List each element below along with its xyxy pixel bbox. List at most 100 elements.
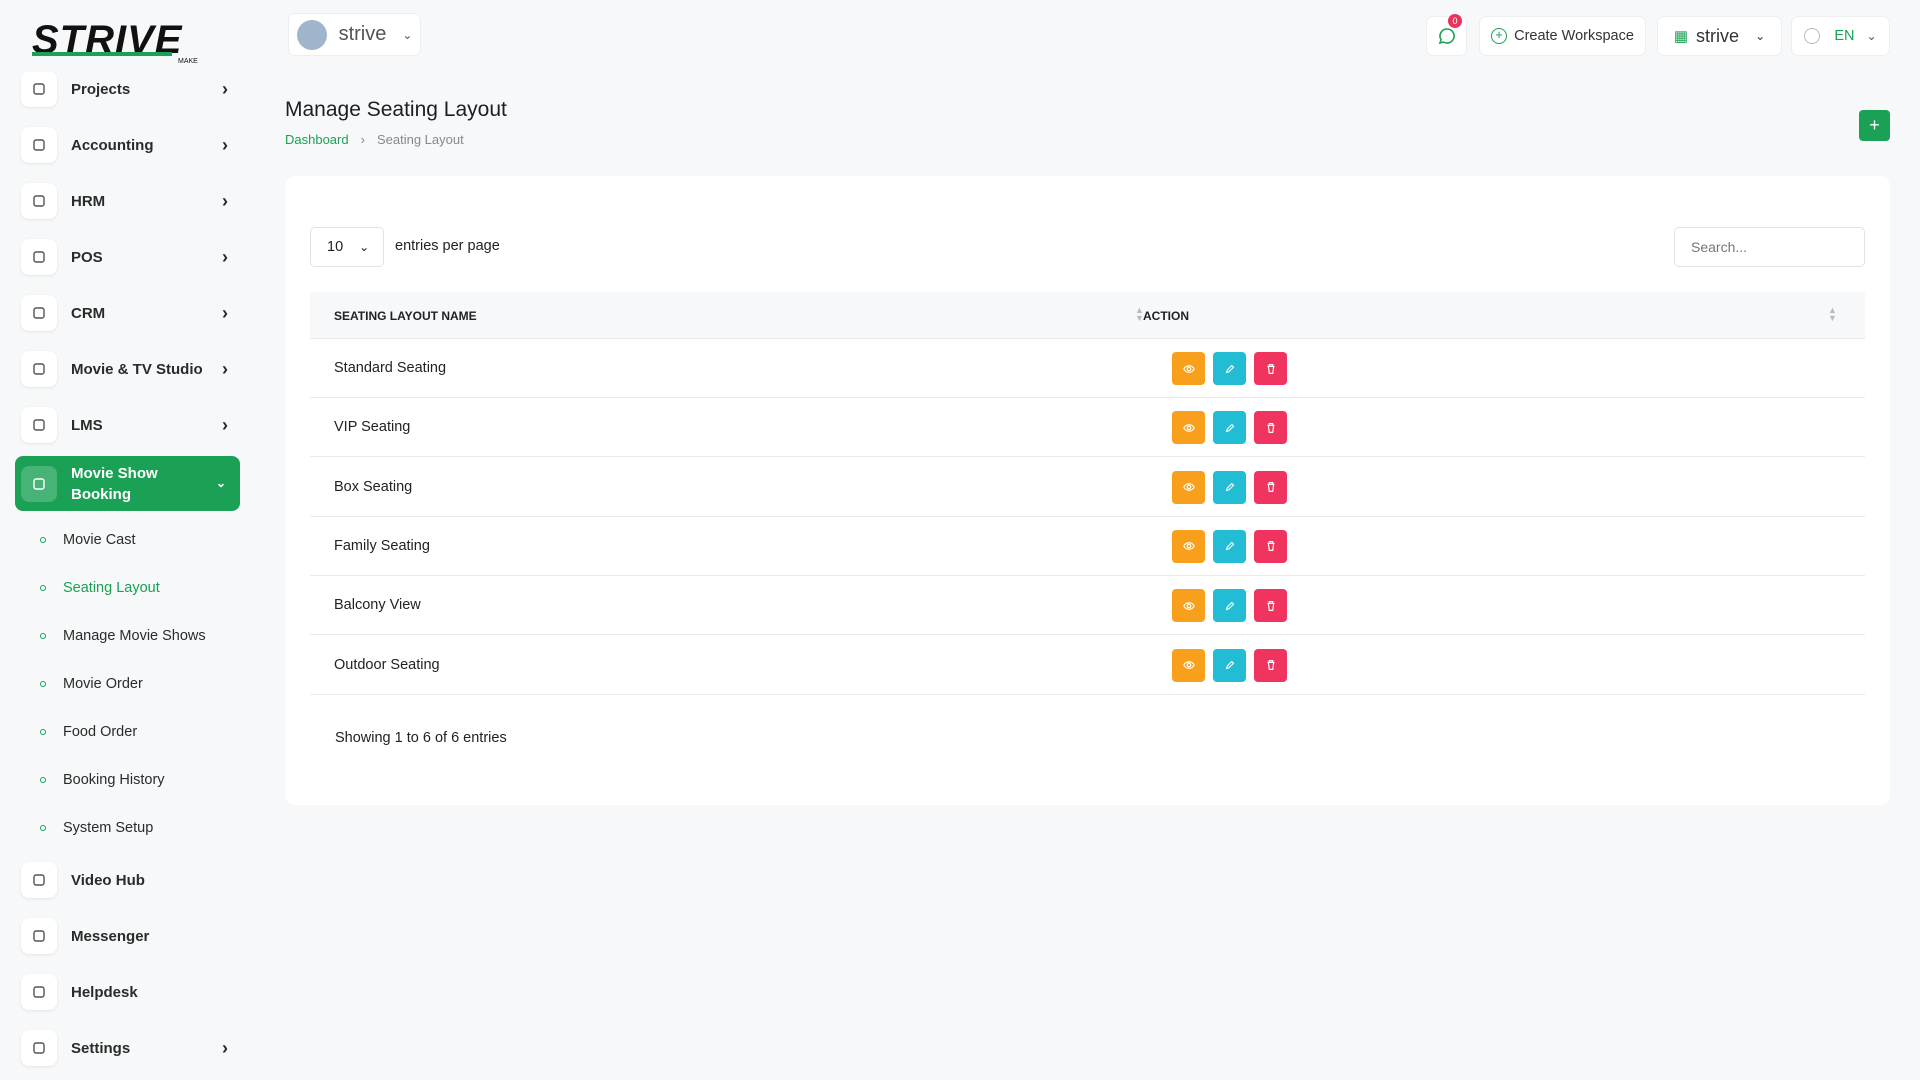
submenu-item[interactable]: Food Order	[40, 708, 137, 756]
menu-label: Settings	[71, 1039, 131, 1057]
menu-icon	[21, 239, 57, 275]
menu-arrow: ›	[222, 190, 228, 211]
menu-label: Accounting	[71, 136, 154, 154]
search-placeholder: Search...	[1691, 239, 1748, 255]
delete-button[interactable]	[1254, 648, 1287, 682]
table-header: SEATING LAYOUT NAME ACTION ▲ ▼ ▲ ▼	[310, 292, 1865, 339]
submenu-item[interactable]: Movie Order	[40, 660, 143, 708]
submenu-dot	[40, 729, 46, 735]
menu-icon	[21, 71, 57, 107]
breadcrumb-link[interactable]: Dashboard	[285, 132, 349, 147]
create-workspace[interactable]: + Create Workspace	[1479, 16, 1646, 56]
menu-item[interactable]: Video Hub	[15, 852, 240, 908]
menu-label: Messenger	[71, 927, 150, 945]
menu-item[interactable]: Messenger	[15, 908, 240, 964]
menu-item[interactable]: Accounting ›	[15, 117, 240, 173]
menu-label: Helpdesk	[71, 983, 138, 1001]
menu-icon	[21, 407, 57, 443]
delete-button[interactable]	[1254, 589, 1287, 623]
view-button[interactable]	[1172, 411, 1205, 445]
menu-item[interactable]: Settings ›	[15, 1020, 240, 1076]
logo-bar	[32, 52, 172, 56]
entries-label: entries per page	[395, 238, 500, 254]
submenu-item[interactable]: Movie Cast	[40, 516, 136, 564]
menu-label: Projects	[71, 80, 131, 98]
menu-item[interactable]: LMS ›	[15, 397, 240, 453]
menu-arrow: ›	[222, 78, 228, 99]
edit-button[interactable]	[1213, 411, 1246, 445]
menu-arrow: ›	[222, 1037, 228, 1058]
table-card: 10 ⌄ entries per page Search... SEATING L…	[285, 176, 1890, 805]
submenu-dot	[40, 777, 46, 783]
menu-item[interactable]: Projects ›	[15, 61, 240, 117]
view-button[interactable]	[1172, 589, 1205, 623]
submenu-dot	[40, 537, 46, 543]
table-footer: Showing 1 to 6 of 6 entries	[335, 730, 507, 746]
add-button[interactable]: +	[1859, 110, 1890, 141]
table-row: Box Seating	[310, 458, 1865, 517]
menu-arrow: ›	[222, 358, 228, 379]
submenu-label: Movie Cast	[63, 532, 136, 548]
table-row: Standard Seating	[310, 339, 1865, 398]
delete-button[interactable]	[1254, 411, 1287, 445]
logo-sub: MAKE	[178, 58, 198, 65]
menu-label: LMS	[71, 416, 103, 434]
menu-icon	[21, 183, 57, 219]
create-workspace-label: Create Workspace	[1514, 28, 1634, 44]
menu-label: HRM	[71, 192, 106, 210]
submenu-dot	[40, 633, 46, 639]
table-row: VIP Seating	[310, 398, 1865, 458]
delete-button[interactable]	[1254, 352, 1287, 385]
submenu-item[interactable]: Booking History	[40, 756, 165, 804]
edit-button[interactable]	[1213, 648, 1246, 682]
column-header[interactable]: ACTION	[1143, 309, 1189, 323]
view-button[interactable]	[1172, 529, 1205, 563]
menu-label: POS	[71, 248, 103, 266]
column-header[interactable]: SEATING LAYOUT NAME	[334, 309, 477, 323]
search-input[interactable]: Search...	[1674, 227, 1865, 267]
workspace-menu[interactable]: ▦ strive ⌄	[1657, 16, 1782, 56]
chat-icon	[1438, 28, 1455, 45]
edit-button[interactable]	[1213, 470, 1246, 504]
edit-button[interactable]	[1213, 352, 1246, 385]
menu-item[interactable]: HRM ›	[15, 173, 240, 229]
menu-icon	[21, 918, 57, 954]
menu-item[interactable]: CRM ›	[15, 285, 240, 341]
menu-icon	[21, 862, 57, 898]
menu-arrow: ›	[222, 414, 228, 435]
view-button[interactable]	[1172, 470, 1205, 504]
edit-button[interactable]	[1213, 529, 1246, 563]
notifications[interactable]: 0	[1426, 14, 1467, 56]
breadcrumb-current: Seating Layout	[376, 132, 464, 147]
row-name: Standard Seating	[334, 360, 447, 376]
submenu-item[interactable]: Manage Movie Shows	[40, 612, 206, 660]
menu-item[interactable]: Movie & TV Studio ›	[15, 341, 240, 397]
table-row: Family Seating	[310, 517, 1865, 576]
submenu-dot	[40, 585, 46, 591]
edit-button[interactable]	[1213, 589, 1246, 623]
entries-select[interactable]: 10 ⌄	[310, 227, 384, 267]
menu-arrow: ›	[222, 302, 228, 323]
menu-item[interactable]: POS ›	[15, 229, 240, 285]
workspace-switch[interactable]: strive ⌄	[288, 13, 421, 56]
workspace-menu-label: strive	[1696, 25, 1740, 46]
view-button[interactable]	[1172, 648, 1205, 682]
menu-icon	[21, 974, 57, 1010]
notification-badge: 0	[1448, 14, 1462, 28]
menu-label: Video Hub	[71, 871, 145, 889]
language[interactable]: EN ⌄	[1791, 16, 1890, 56]
row-name: Family Seating	[334, 537, 430, 554]
delete-button[interactable]	[1254, 470, 1287, 504]
view-button[interactable]	[1172, 352, 1205, 385]
logo: STRIVE MAKE	[0, 0, 260, 72]
menu-item-active[interactable]: Movie Show Booking ⌄	[15, 456, 240, 511]
submenu-item[interactable]: System Setup	[40, 804, 153, 852]
submenu-item[interactable]: Seating Layout	[40, 564, 160, 612]
table-row: Outdoor Seating	[310, 636, 1865, 695]
submenu-dot	[40, 825, 46, 831]
workspace-avatar	[296, 19, 327, 50]
delete-button[interactable]	[1254, 529, 1287, 563]
submenu-label: Movie Order	[63, 676, 143, 692]
menu-item[interactable]: Helpdesk	[15, 964, 240, 1020]
